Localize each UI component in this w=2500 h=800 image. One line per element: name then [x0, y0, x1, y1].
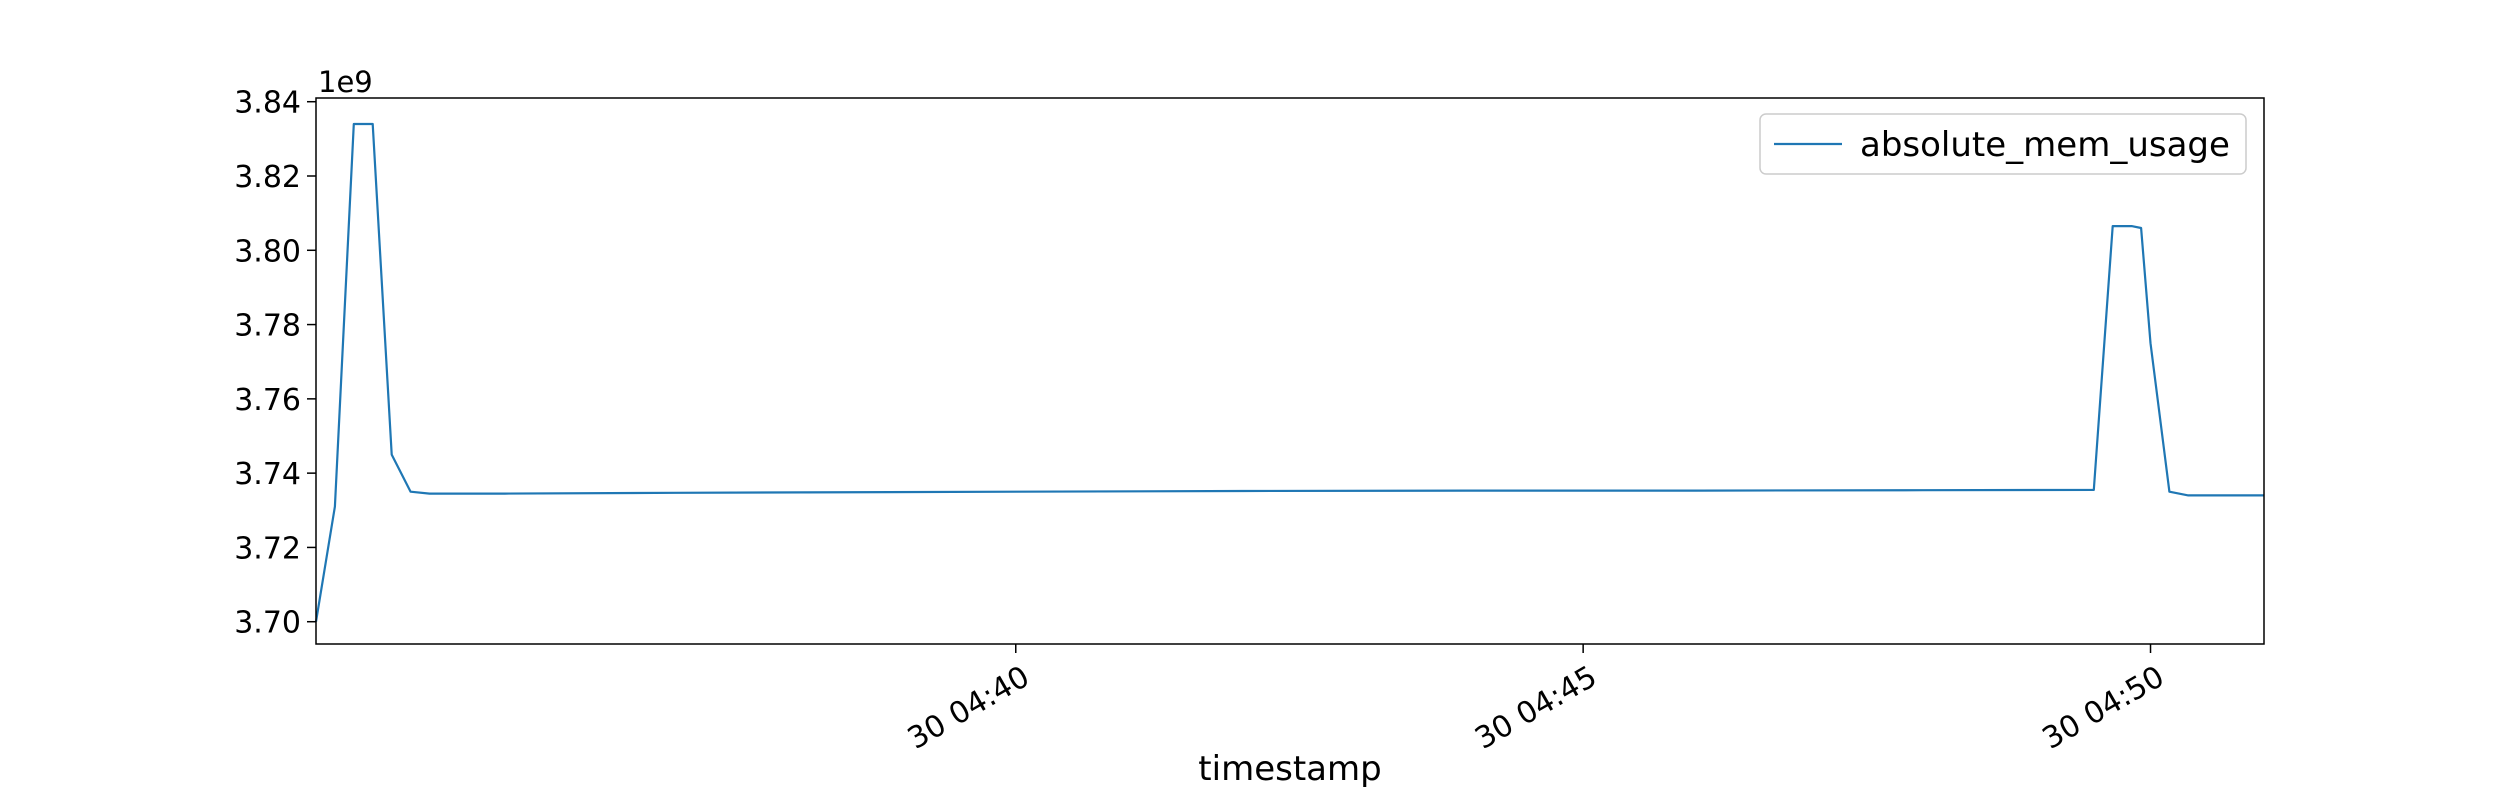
x-tick-label: 30 04:40: [902, 659, 1036, 756]
y-axis: 3.70 3.72 3.74 3.76 3.78 3.80 3.82 3.84: [234, 86, 316, 641]
legend-box: [1759, 113, 2247, 175]
x-axis: 30 04:40 30 04:45 30 04:50: [902, 644, 2170, 757]
y-tick-label: 3.82: [234, 160, 301, 195]
y-tick-label: 3.80: [234, 234, 301, 269]
x-tick-label: 30 04:45: [1469, 659, 1603, 756]
y-tick-label: 3.74: [234, 457, 301, 492]
plot-area: [314, 122, 2264, 622]
y-offset-label: 1e9: [318, 65, 373, 99]
y-tick-label: 3.78: [234, 309, 301, 344]
y-tick-label: 3.70: [234, 606, 301, 641]
series-line-absolute_mem_usage: [314, 122, 2264, 622]
x-tick-label: 30 04:50: [2037, 659, 2171, 756]
y-tick-label: 3.72: [234, 531, 301, 566]
legend: absolute_mem_usage: [1759, 113, 2247, 175]
y-tick-label: 3.84: [234, 86, 301, 121]
y-tick-label: 3.76: [234, 383, 301, 418]
legend-label: absolute_mem_usage: [1860, 125, 2230, 165]
x-axis-label: timestamp: [1198, 749, 1381, 789]
plot-frame: [315, 97, 2265, 645]
